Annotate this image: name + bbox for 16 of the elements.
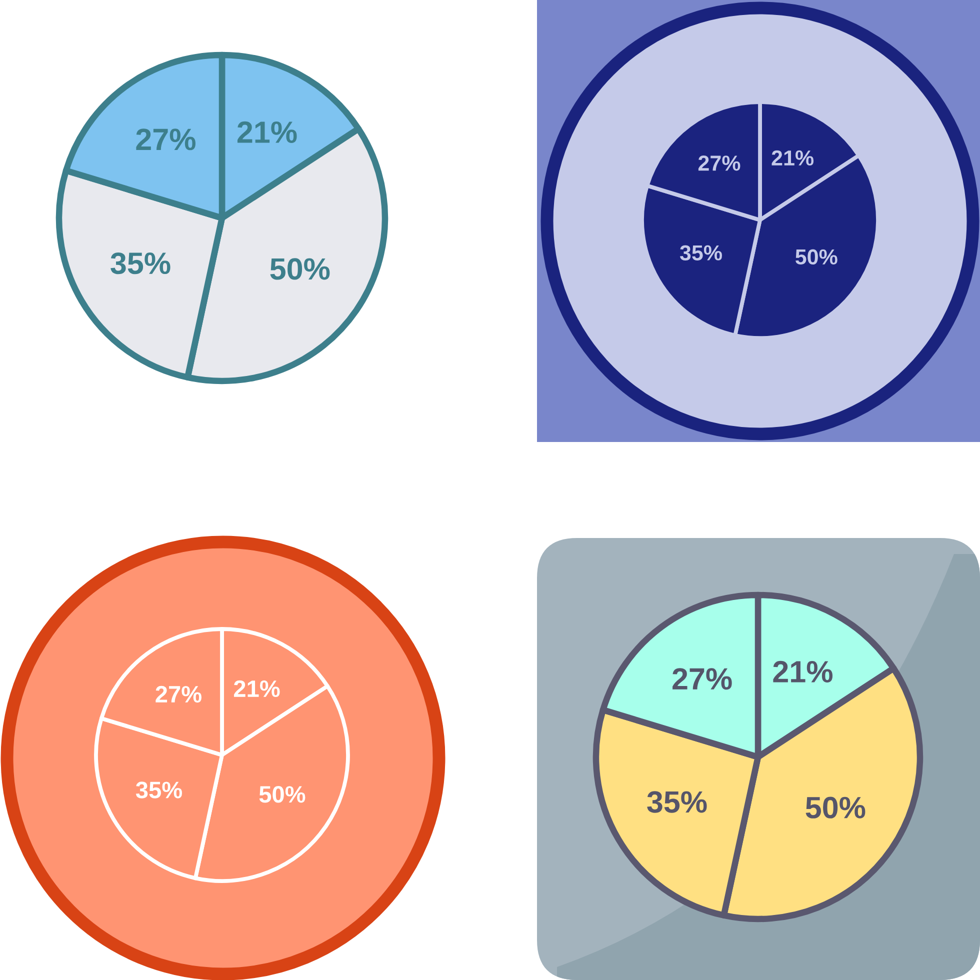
data-label: 27% xyxy=(698,156,740,171)
data-label: 35% xyxy=(110,252,170,274)
data-label: 50% xyxy=(796,249,838,265)
data-label: 21% xyxy=(772,150,814,166)
data-label: 50% xyxy=(270,258,330,280)
data-label: 35% xyxy=(136,782,182,798)
data-label: 50% xyxy=(806,796,866,818)
data-label: 21% xyxy=(773,660,832,683)
data-label: 50% xyxy=(259,786,306,803)
data-label: 27% xyxy=(156,686,202,703)
data-label: 21% xyxy=(237,121,297,143)
data-label: 21% xyxy=(234,680,280,698)
data-label: 35% xyxy=(680,245,722,260)
data-label: 27% xyxy=(136,128,196,150)
data-label: 27% xyxy=(672,668,732,690)
data-label: 35% xyxy=(647,791,707,813)
